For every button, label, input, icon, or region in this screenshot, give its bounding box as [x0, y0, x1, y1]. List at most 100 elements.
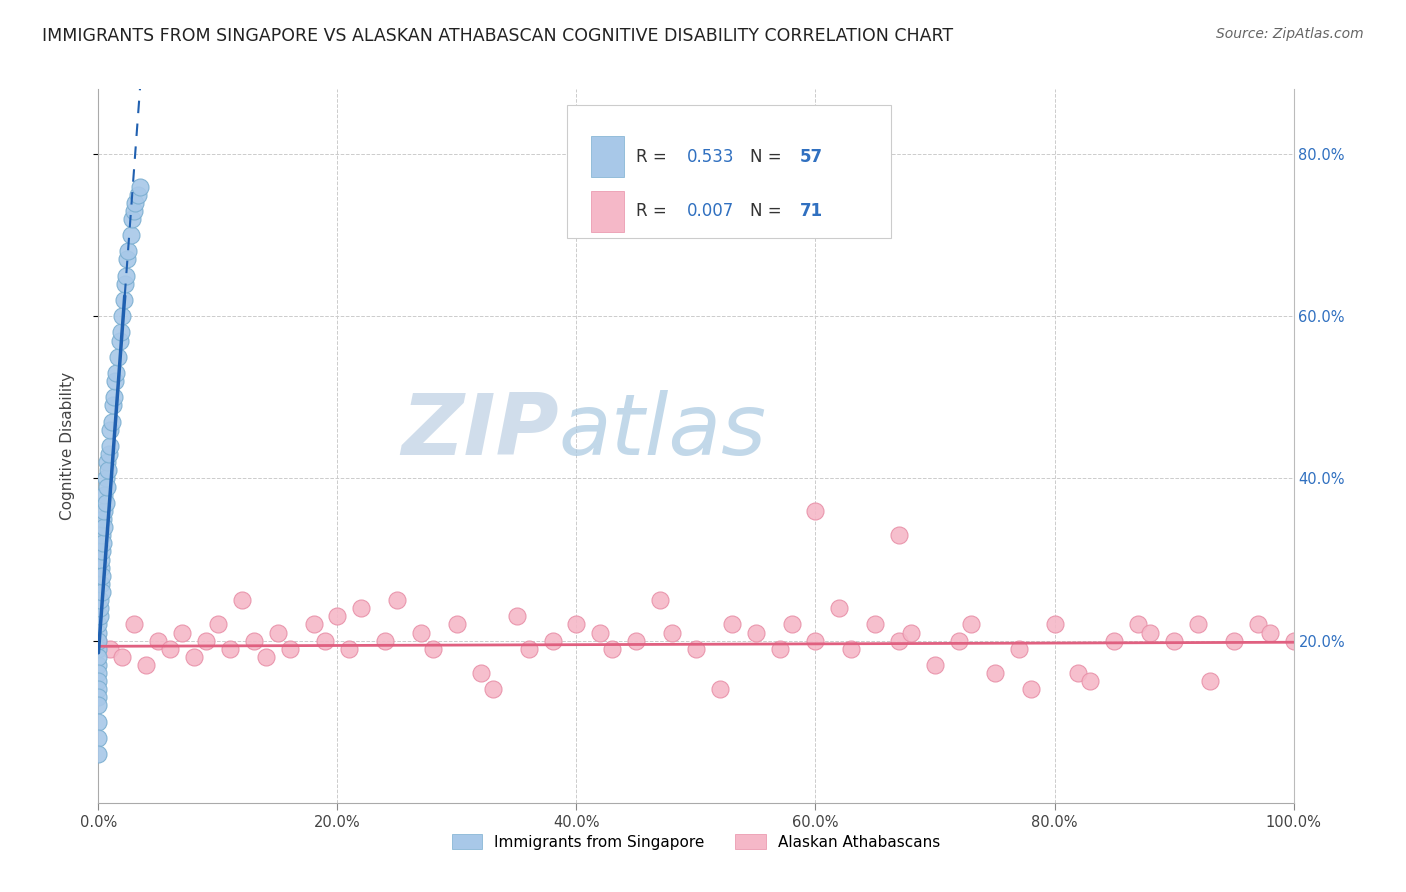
Point [804, 504, 827, 518]
Point [112, 293, 135, 307]
Point [87, 617, 110, 632]
Point [661, 625, 683, 640]
FancyBboxPatch shape [591, 136, 624, 178]
Point [1163, 633, 1185, 648]
Point [470, 666, 492, 681]
Point [481, 682, 505, 697]
Point [900, 625, 922, 640]
Point [541, 633, 564, 648]
Point [350, 601, 373, 615]
Point [685, 641, 707, 656]
Text: ZIP: ZIP [401, 390, 558, 474]
Point [780, 617, 803, 632]
Point [87, 649, 110, 664]
Point [87, 731, 110, 745]
Point [87, 633, 110, 648]
FancyBboxPatch shape [567, 105, 891, 237]
Point [207, 617, 229, 632]
Point [103, 390, 125, 404]
Point [87, 641, 110, 656]
Text: 0.007: 0.007 [686, 202, 734, 220]
Point [315, 633, 337, 648]
Point [91, 536, 114, 550]
Point [804, 633, 827, 648]
Point [1139, 625, 1161, 640]
Point [626, 633, 648, 648]
Point [117, 244, 139, 259]
Point [1080, 674, 1102, 689]
Point [889, 633, 911, 648]
Point [98, 439, 122, 453]
Point [115, 252, 138, 267]
Point [87, 666, 110, 681]
Point [135, 657, 157, 672]
Point [385, 593, 409, 607]
Point [87, 674, 110, 689]
Point [159, 641, 181, 656]
Point [89, 609, 111, 624]
Point [91, 544, 114, 558]
Text: Source: ZipAtlas.com: Source: ZipAtlas.com [1216, 27, 1364, 41]
Point [254, 649, 277, 664]
Point [129, 179, 152, 194]
Point [87, 698, 110, 713]
Point [114, 277, 136, 291]
Point [105, 366, 128, 380]
Point [124, 203, 146, 218]
Point [115, 268, 138, 283]
Point [517, 641, 540, 656]
Point [87, 690, 110, 705]
Point [96, 479, 118, 493]
Point [110, 326, 132, 340]
Point [602, 641, 624, 656]
Point [565, 617, 588, 632]
Y-axis label: Cognitive Disability: Cognitive Disability [60, 372, 75, 520]
Point [111, 649, 134, 664]
Point [108, 334, 131, 348]
Point [104, 374, 127, 388]
Point [98, 423, 122, 437]
Point [446, 617, 468, 632]
Point [100, 415, 122, 429]
Point [89, 601, 111, 615]
Point [1043, 617, 1066, 632]
FancyBboxPatch shape [591, 191, 624, 232]
Point [90, 577, 112, 591]
Point [1104, 633, 1126, 648]
Point [1067, 666, 1090, 681]
Point [1008, 641, 1031, 656]
Point [87, 682, 110, 697]
Point [94, 471, 117, 485]
Point [243, 633, 266, 648]
Point [96, 455, 118, 469]
Point [302, 617, 325, 632]
Point [1247, 617, 1270, 632]
Point [91, 585, 114, 599]
Point [87, 714, 110, 729]
Point [93, 520, 115, 534]
Point [948, 633, 970, 648]
Point [1223, 633, 1246, 648]
Point [172, 625, 194, 640]
Point [89, 593, 111, 607]
Point [87, 625, 110, 640]
Point [121, 211, 143, 226]
Point [87, 657, 110, 672]
Text: atlas: atlas [558, 390, 766, 474]
Point [1187, 617, 1209, 632]
Point [93, 504, 115, 518]
Point [90, 560, 112, 574]
Text: N =: N = [749, 202, 786, 220]
Point [87, 633, 110, 648]
Point [709, 682, 731, 697]
Point [98, 641, 122, 656]
Point [231, 593, 253, 607]
Point [111, 310, 134, 324]
Point [127, 187, 149, 202]
Point [865, 617, 887, 632]
Point [1282, 633, 1305, 648]
Point [1258, 625, 1281, 640]
Point [148, 633, 170, 648]
Point [1019, 682, 1042, 697]
Text: 71: 71 [800, 202, 823, 220]
